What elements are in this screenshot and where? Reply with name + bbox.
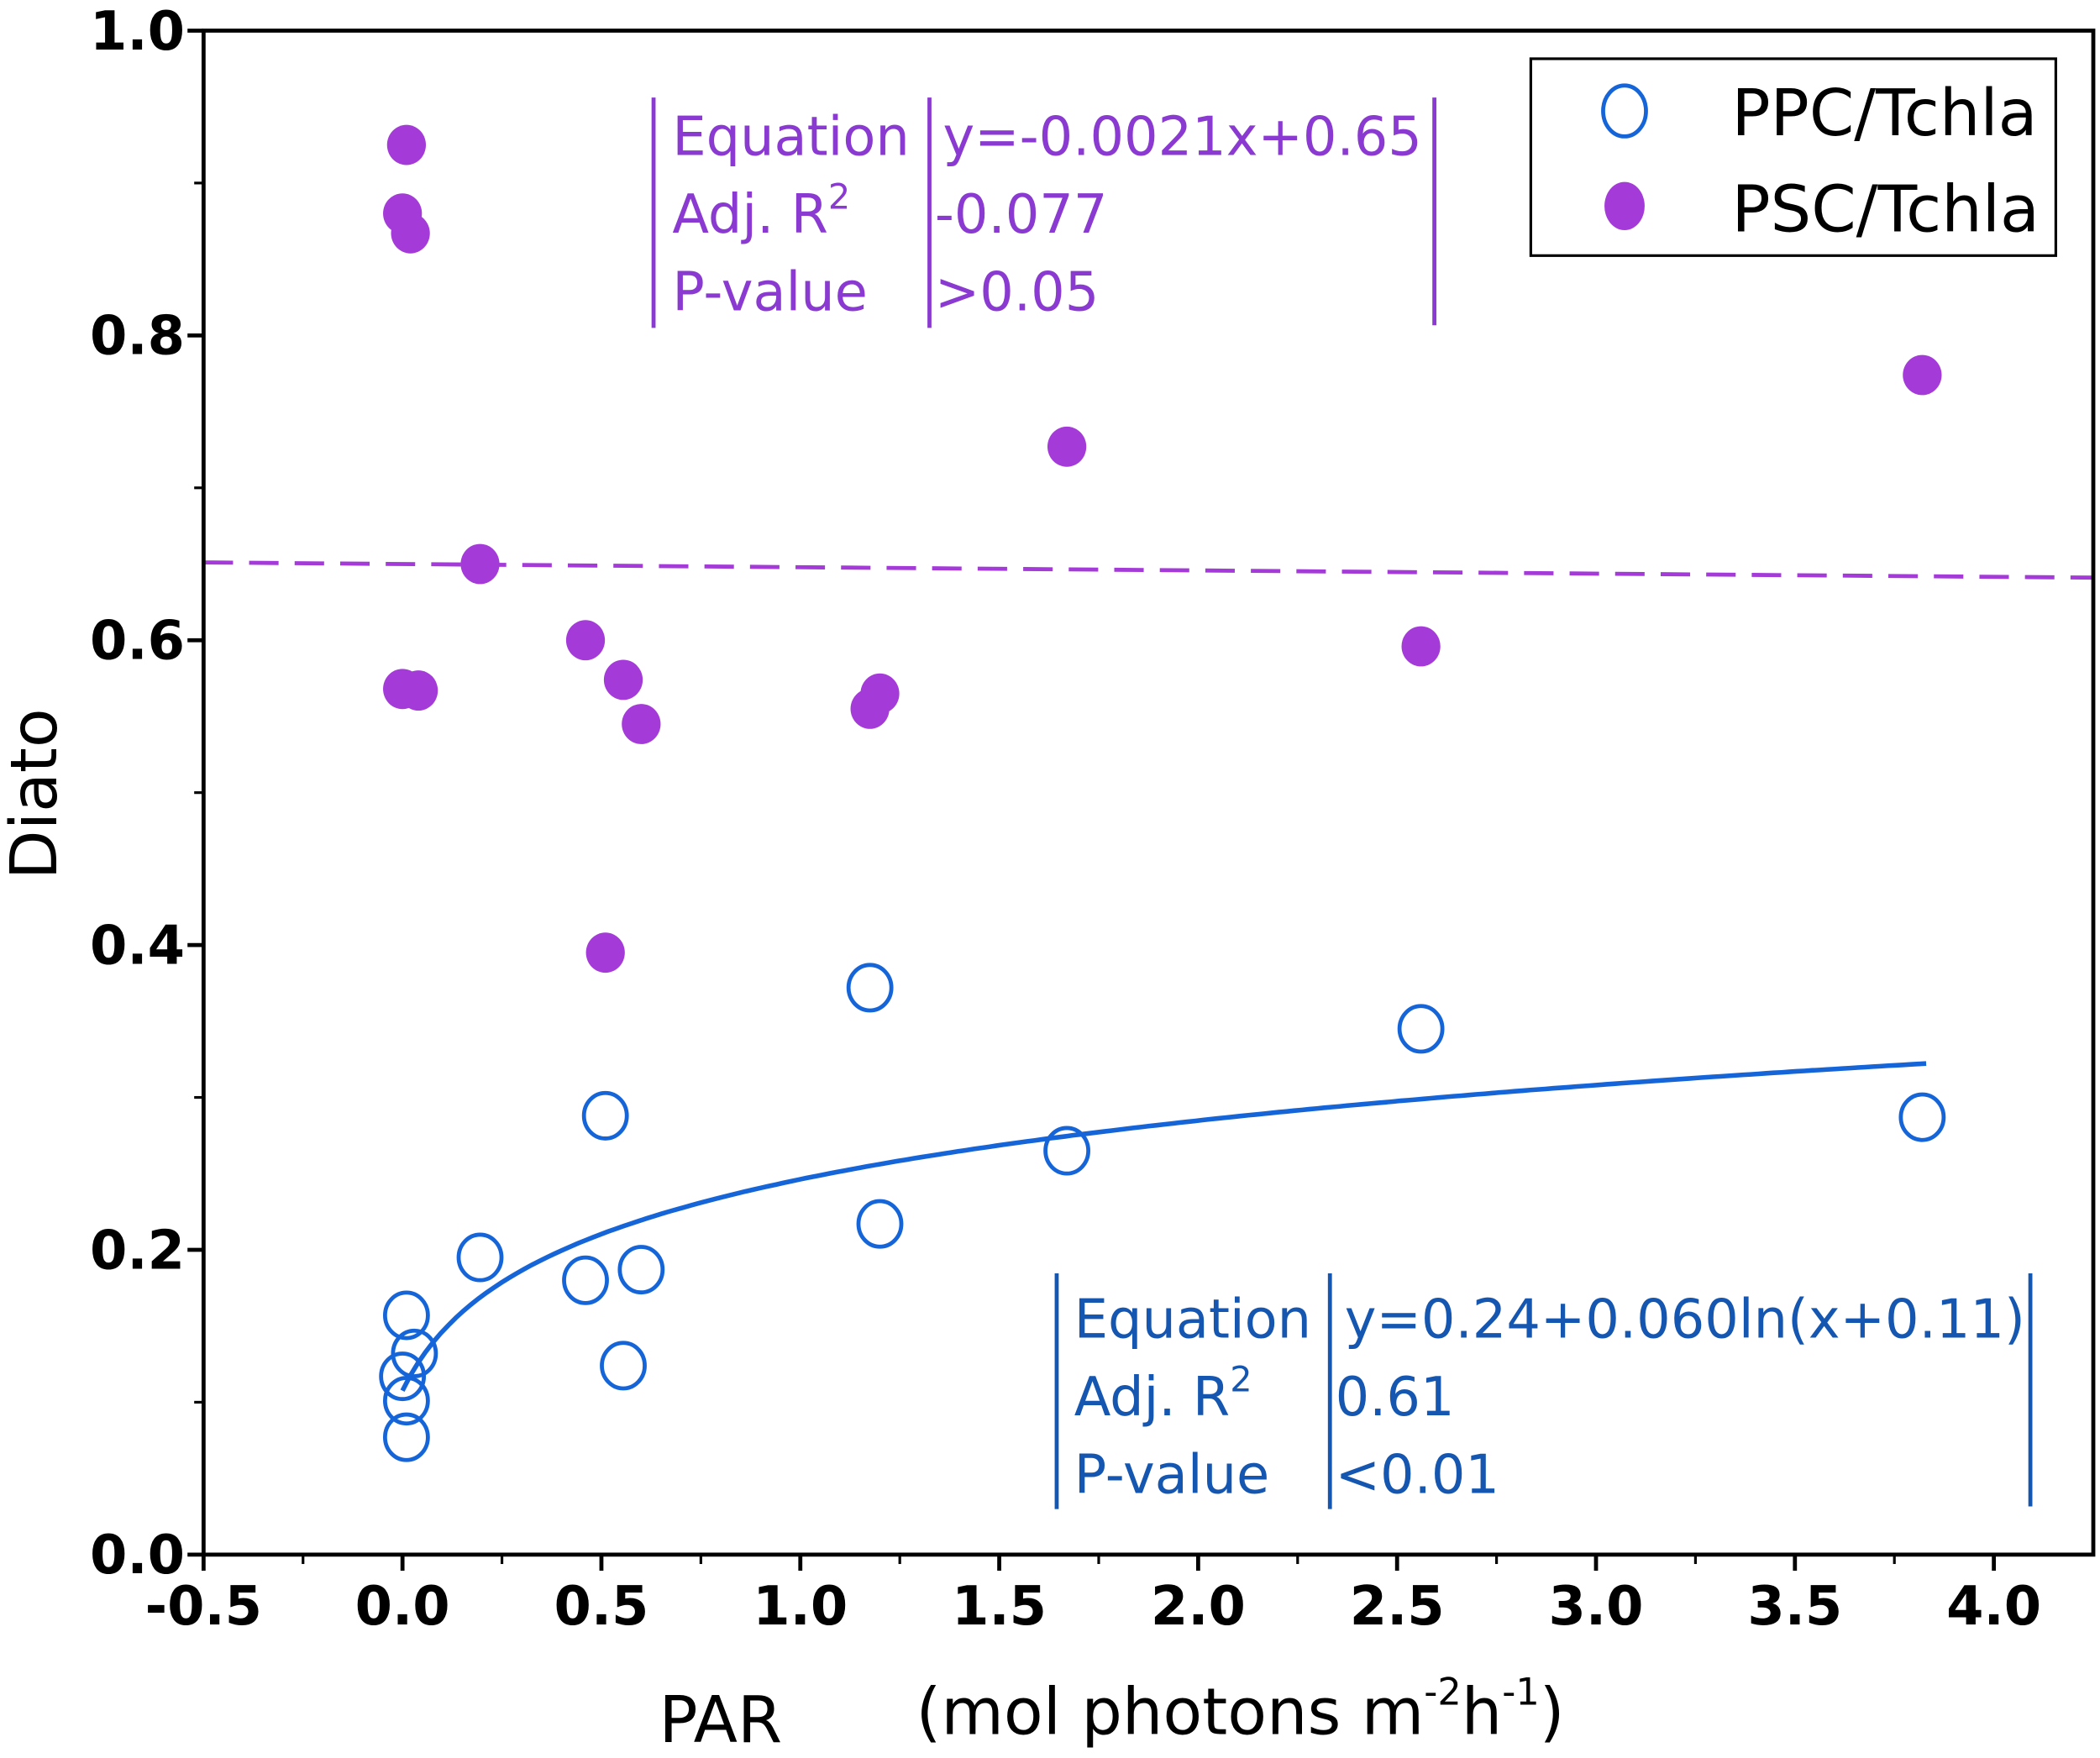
ppc-data-point: [382, 1376, 430, 1426]
x-tick-label: 3.0: [1549, 1576, 1644, 1638]
psc-p-value: >0.05: [935, 262, 1099, 324]
psc-data-point: [603, 659, 643, 701]
x-tick-label: 4.0: [1946, 1576, 2041, 1638]
data-points: [379, 124, 1946, 1462]
ppc-r2-label: Adj. R2: [1074, 1359, 1252, 1429]
psc-data-point: [860, 673, 900, 714]
legend-marker-psc: [1604, 181, 1645, 231]
y-tick-label: 0.4: [90, 915, 185, 977]
ppc-data-point: [600, 1341, 647, 1391]
ppc-r2-value: 0.61: [1336, 1367, 1455, 1429]
fit-lines: [203, 560, 2094, 1392]
ppc-data-point: [856, 1199, 904, 1249]
ppc-data-point: [382, 1412, 430, 1462]
x-tick-label: 1.0: [753, 1576, 848, 1638]
psc-equation-label: Equation: [672, 107, 909, 169]
ppc-data-point: [846, 963, 894, 1013]
psc-data-point: [386, 124, 427, 165]
psc-data-point: [1401, 626, 1441, 667]
psc-fit-annotation: Equation Adj. R2 P-value y=-0.0021x+0.65…: [651, 97, 1436, 328]
ppc-equation-value: y=0.24+0.060ln(x+0.11): [1345, 1289, 2025, 1351]
psc-r2-label: Adj. R2: [672, 177, 850, 247]
ppc-data-point: [1898, 1092, 1946, 1142]
psc-data-point: [622, 704, 661, 744]
y-tick-label: 1.0: [90, 1, 185, 63]
psc-data-point: [398, 670, 438, 711]
ppc-p-label: P-value: [1074, 1445, 1270, 1507]
psc-p-label: P-value: [672, 262, 868, 324]
psc-r2-value: -0.077: [935, 184, 1108, 246]
ppc-fit-annotation: Equation Adj. R2 P-value y=0.24+0.060ln(…: [1054, 1273, 2033, 1509]
x-tick-label: 0.5: [554, 1576, 648, 1638]
psc-linear-fit-line: [203, 560, 2094, 580]
plot-frame: [201, 29, 2096, 1557]
x-tick-label: 2.5: [1350, 1576, 1445, 1638]
y-tick-label: 0.0: [90, 1524, 185, 1587]
psc-data-point: [565, 620, 606, 661]
ppc-p-value: <0.01: [1336, 1445, 1499, 1507]
ppc-data-point: [1043, 1126, 1090, 1176]
y-tick-label: 0.6: [90, 611, 185, 673]
legend-label-ppc: PPC/Tchla: [1732, 76, 2038, 151]
psc-data-point: [1903, 354, 1942, 396]
psc-data-point: [391, 213, 430, 254]
y-tick-label: 0.8: [90, 306, 185, 368]
ppc-data-point: [391, 1328, 438, 1378]
ppc-data-point: [379, 1351, 427, 1402]
y-axis-label: Diato: [0, 708, 72, 879]
x-tick-label: 3.5: [1747, 1576, 1842, 1638]
x-tick-label: 1.5: [952, 1576, 1047, 1638]
legend-marker-ppc: [1601, 83, 1648, 139]
ppc-data-point: [617, 1245, 665, 1295]
psc-data-point: [460, 543, 500, 585]
ppc-data-point: [562, 1255, 609, 1305]
axis-ticks: -0.5 0.0 0.5 1.0 1.5 2.0 2.5 3.0 3.5 4.00.00.20.4…: [90, 1, 2041, 1638]
y-tick-label: 0.2: [90, 1220, 185, 1282]
legend-label-psc: PSC/Tchla: [1732, 173, 2040, 248]
psc-data-point: [585, 932, 625, 973]
ppc-log-fit-curve: [400, 1061, 1927, 1392]
ppc-data-point: [382, 1290, 430, 1341]
psc-data-point: [1047, 426, 1087, 467]
legend: PPC/Tchla PSC/Tchla: [1529, 57, 2057, 257]
x-tick-label: 2.0: [1151, 1576, 1246, 1638]
x-axis-label: PAR: [659, 1683, 782, 1758]
x-axis-units: (mol photons m-2h-1): [916, 1670, 1565, 1750]
x-tick-label: -0.5: [145, 1576, 262, 1638]
ppc-data-point: [456, 1232, 504, 1283]
x-tick-label: 0.0: [355, 1576, 450, 1638]
ppc-equation-label: Equation: [1074, 1289, 1311, 1351]
ppc-data-point: [581, 1090, 629, 1141]
ppc-data-point: [1397, 1004, 1445, 1054]
psc-equation-value: y=-0.0021x+0.65: [942, 107, 1421, 169]
